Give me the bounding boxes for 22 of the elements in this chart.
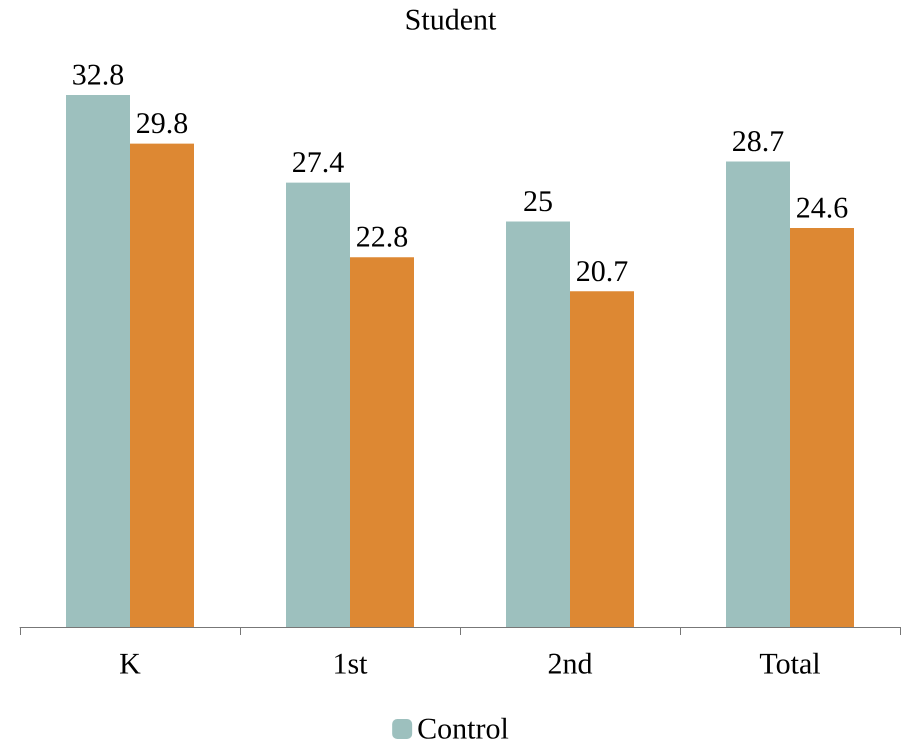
bar [130,144,194,627]
data-label: 27.4 [292,146,344,180]
bar [570,291,634,627]
x-tick-label: 1st [332,648,368,680]
x-tick-label: 2nd [548,648,592,680]
data-label: 32.8 [72,58,124,92]
data-label: 25 [523,185,553,218]
x-tick-label: K [119,648,142,680]
bar [506,222,570,627]
data-label: 22.8 [356,220,408,254]
data-label: 28.7 [732,125,784,158]
chart-title: Student [404,4,497,36]
legend-label: Control [417,712,509,746]
data-label: 20.7 [576,254,628,288]
x-tick-label: Total [759,648,821,680]
data-label: 29.8 [136,107,188,140]
bar [286,182,350,627]
bar [350,257,414,627]
bar [790,228,854,627]
bar [66,95,130,627]
data-label: 24.6 [796,192,848,224]
bar [726,162,790,627]
